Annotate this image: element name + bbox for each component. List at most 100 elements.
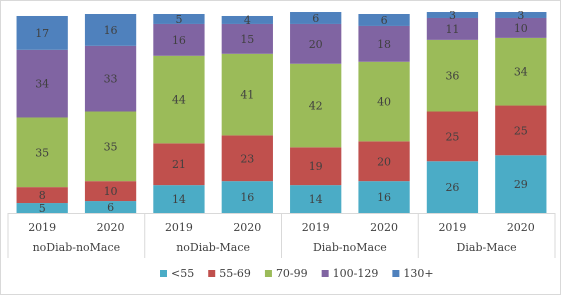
- x-tick-label: 2019: [302, 221, 330, 234]
- x-tick-label: 2019: [165, 221, 193, 234]
- data-label: 6: [107, 201, 114, 214]
- data-label: 40: [377, 96, 391, 109]
- group-label: noDiab-Mace: [176, 241, 250, 254]
- legend-swatch: [392, 270, 400, 277]
- bar-segment: [16, 203, 68, 213]
- legend-swatch: [264, 270, 272, 277]
- legend-label: 70-99: [276, 267, 308, 280]
- bar-segment: [290, 23, 342, 64]
- data-label: 41: [240, 89, 254, 102]
- bar-segment: [84, 111, 137, 182]
- bar-segment: [426, 39, 479, 112]
- data-label: 11: [445, 23, 459, 36]
- data-label: 16: [172, 34, 186, 47]
- legend-label: 130+: [403, 267, 433, 280]
- bar-segment: [221, 181, 273, 213]
- bar-segment: [426, 161, 479, 213]
- data-label: 34: [35, 78, 49, 91]
- data-label: 25: [514, 124, 528, 137]
- data-label: 15: [240, 33, 254, 46]
- bar-segment: [84, 181, 137, 202]
- data-label: 21: [172, 158, 186, 171]
- x-tick-label: 2020: [370, 221, 398, 234]
- data-label: 18: [377, 38, 391, 51]
- data-label: 42: [309, 100, 323, 113]
- bar-segment: [153, 143, 205, 186]
- x-tick-label: 2020: [97, 221, 125, 234]
- data-label: 5: [175, 13, 182, 26]
- data-label: 14: [172, 193, 186, 206]
- data-label: 36: [445, 70, 459, 83]
- bar-segment: [16, 15, 68, 50]
- bar-segment: [221, 15, 273, 24]
- bar-segment: [358, 25, 410, 62]
- bar-segment: [495, 12, 547, 18]
- data-label: 44: [172, 94, 186, 107]
- data-label: 23: [240, 152, 254, 165]
- group-label: Diab-noMace: [313, 241, 387, 254]
- bar-segment: [358, 141, 410, 182]
- legend-swatch: [160, 270, 167, 277]
- legend-label: 100-129: [333, 267, 379, 280]
- bar-segment: [495, 155, 547, 213]
- bar-segment: [16, 187, 68, 204]
- data-label: 4: [244, 14, 251, 27]
- data-label: 10: [514, 22, 528, 35]
- bar-segment: [84, 201, 137, 213]
- x-tick-label: 2020: [507, 221, 535, 234]
- bar-segment: [495, 17, 547, 38]
- bar-segment: [16, 117, 68, 188]
- data-label: 20: [309, 38, 323, 51]
- legend-label: 55-69: [219, 267, 251, 280]
- x-tick-label: 2020: [233, 221, 261, 234]
- data-label: 33: [104, 73, 118, 86]
- x-tick-label: 2019: [28, 221, 56, 234]
- bar-segment: [290, 63, 342, 148]
- group-label: Diab-Mace: [457, 241, 517, 254]
- data-label: 29: [514, 178, 528, 191]
- bar-segment: [153, 14, 205, 24]
- data-label: 14: [309, 193, 323, 206]
- bar-segment: [221, 23, 273, 54]
- data-label: 16: [240, 191, 254, 204]
- legend-label: <55: [171, 267, 194, 280]
- data-label: 6: [312, 12, 319, 25]
- data-label: 35: [35, 146, 49, 159]
- legend-swatch: [208, 270, 216, 277]
- bar-segment: [16, 49, 68, 118]
- data-label: 16: [104, 24, 118, 37]
- legend-swatch: [321, 270, 329, 277]
- bar-segment: [84, 14, 137, 46]
- bar-segment: [290, 12, 342, 24]
- bar-segment: [153, 55, 205, 144]
- bar-segment: [153, 23, 205, 56]
- data-label: 3: [449, 9, 456, 22]
- data-label: 35: [104, 140, 118, 153]
- data-label: 25: [445, 130, 459, 143]
- data-label: 34: [514, 66, 528, 79]
- bar-segment: [358, 61, 410, 142]
- x-tick-label: 2019: [438, 221, 466, 234]
- bar-segment: [221, 135, 273, 182]
- data-label: 3: [517, 9, 524, 22]
- data-label: 26: [445, 181, 459, 194]
- bar-segment: [221, 53, 273, 136]
- group-label: noDiab-noMace: [33, 241, 121, 254]
- bar-segment: [290, 185, 342, 213]
- data-label: 17: [35, 27, 49, 40]
- bar-segment: [84, 45, 137, 112]
- data-label: 19: [309, 160, 323, 173]
- bar-segment: [495, 105, 547, 156]
- data-label: 8: [39, 189, 46, 202]
- bar-segment: [426, 17, 479, 40]
- bar-segment: [358, 14, 410, 26]
- data-label: 16: [377, 191, 391, 204]
- bar-segment: [290, 147, 342, 186]
- bar-segment: [358, 181, 410, 213]
- data-label: 5: [39, 202, 46, 215]
- bar-segment: [153, 185, 205, 213]
- bar-segment: [495, 37, 547, 106]
- data-label: 10: [104, 185, 118, 198]
